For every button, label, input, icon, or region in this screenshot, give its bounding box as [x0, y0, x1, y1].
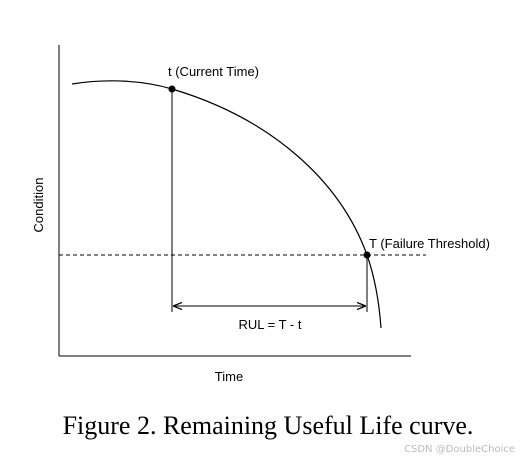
failure-point [363, 251, 371, 259]
watermark: CSDN @DoubleChoice [404, 444, 515, 455]
x-axis-label: Time [215, 369, 243, 384]
rul-label: RUL = T - t [239, 317, 302, 332]
y-axis-label: Condition [31, 178, 46, 233]
failure-label: T (Failure Threshold) [369, 236, 490, 251]
current-time-label: t (Current Time) [168, 64, 259, 79]
current-point [168, 85, 176, 93]
caption: Figure 2. Remaining Useful Life curve. [63, 411, 474, 440]
condition-curve [71, 80, 382, 329]
